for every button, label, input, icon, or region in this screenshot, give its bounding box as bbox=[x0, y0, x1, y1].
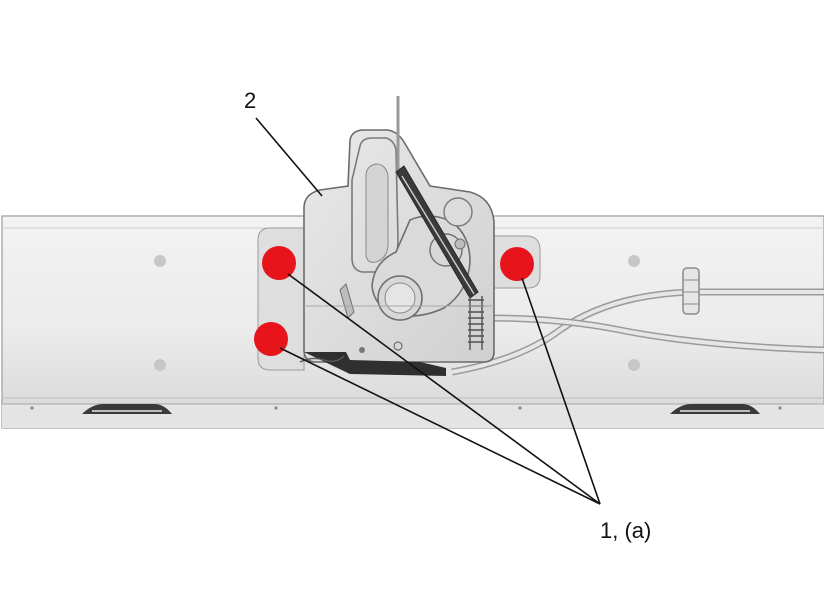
fastener-icon bbox=[500, 247, 534, 281]
fastener-icon bbox=[262, 246, 296, 280]
callout-label-2: 2 bbox=[244, 88, 257, 113]
leader-line-bolt-lower-left bbox=[279, 347, 601, 505]
fastener-icon bbox=[254, 322, 288, 356]
leader-line-bolt-right bbox=[521, 277, 601, 505]
leader-line-bolt-upper-left bbox=[287, 273, 601, 505]
bolt-highlights bbox=[254, 246, 534, 356]
leader-line-item-2 bbox=[255, 117, 323, 197]
callout-label-1a: 1, (a) bbox=[600, 518, 652, 543]
leader-lines bbox=[255, 117, 601, 505]
